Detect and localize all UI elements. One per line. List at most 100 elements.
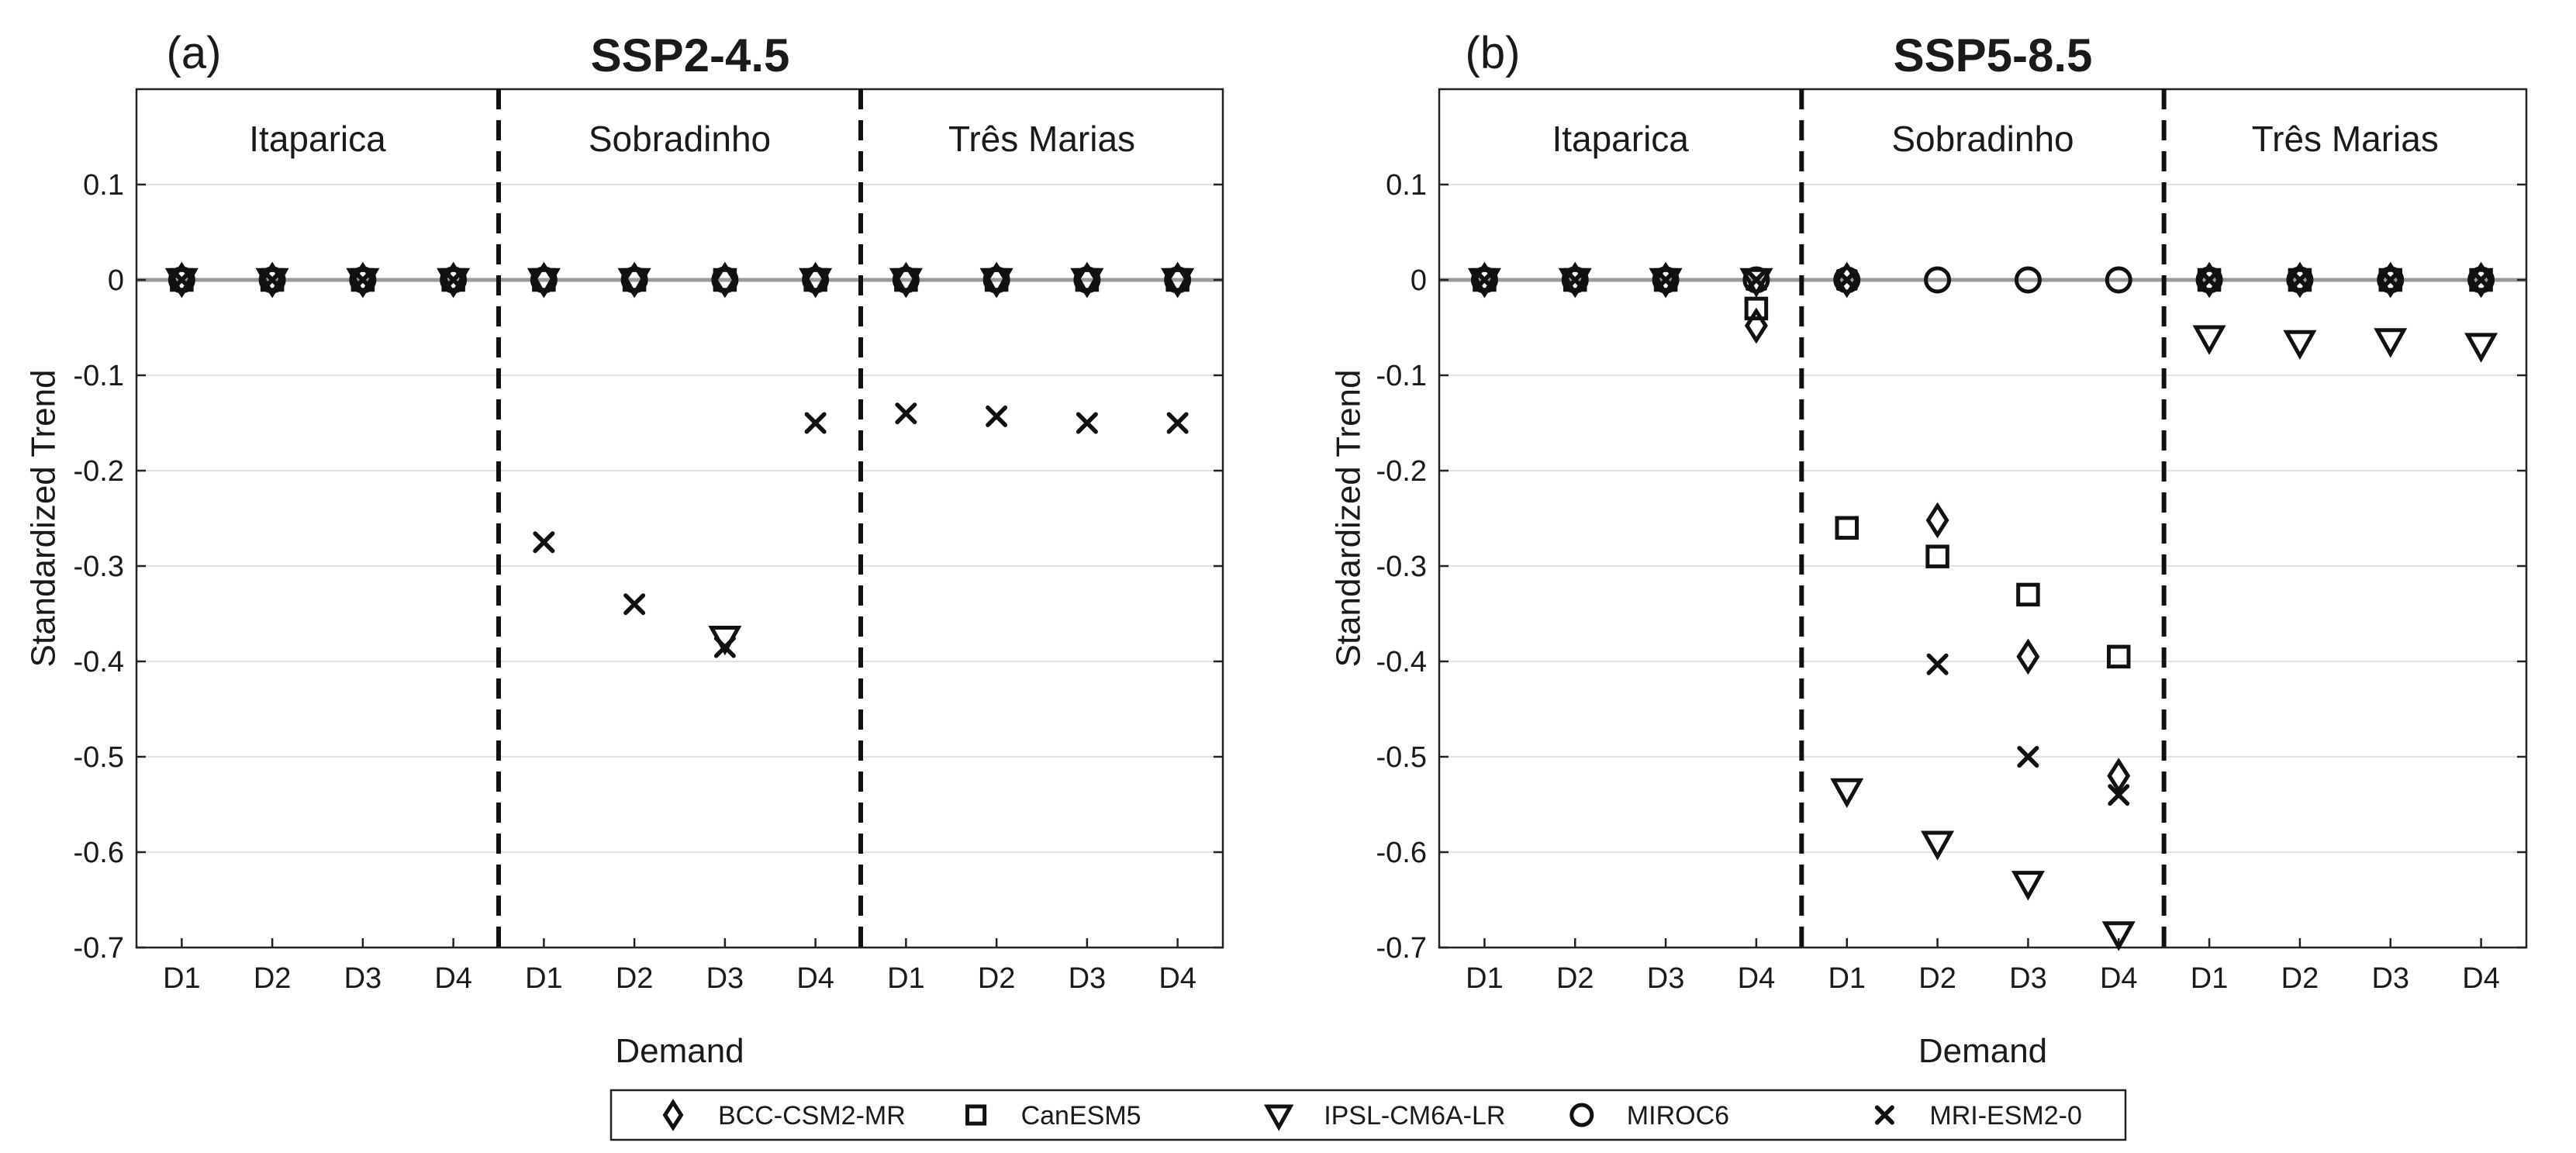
- x-tick-label: D1: [1466, 962, 1504, 995]
- data-point: [2467, 266, 2495, 294]
- series-miroc6: [167, 266, 1192, 294]
- x-tick-label: D4: [1159, 962, 1196, 995]
- y-tick-label: -0.4: [1376, 646, 1427, 678]
- x-tick-label: D2: [978, 962, 1016, 995]
- x-tick-label: D4: [1738, 962, 1776, 995]
- data-point: [2379, 269, 2402, 291]
- y-tick-label: -0.1: [1376, 360, 1427, 392]
- series-canesm5: [1473, 268, 2493, 669]
- series-ipsl-cm6a-lr: [164, 268, 1195, 656]
- data-point: [1470, 266, 1498, 294]
- data-point: [1164, 266, 1192, 294]
- data-point: [171, 269, 193, 291]
- data-point: [1924, 266, 1952, 294]
- x-tick-label: D4: [434, 962, 472, 995]
- data-point: [804, 412, 827, 434]
- legend-marker: [1874, 1105, 1894, 1125]
- series-mri-esm2-0: [1473, 269, 2492, 806]
- x-tick-label: D1: [525, 962, 563, 995]
- y-tick-label: 0.1: [1386, 169, 1427, 202]
- data-point: [258, 266, 286, 294]
- y-tick-label: 0: [1411, 264, 1427, 297]
- data-point: [895, 402, 917, 425]
- y-tick-label: -0.7: [1376, 932, 1427, 965]
- data-point: [349, 266, 377, 294]
- x-tick-label: D3: [344, 962, 382, 995]
- data-point: [2105, 266, 2132, 294]
- data-point: [1925, 544, 1949, 568]
- x-tick-label: D2: [254, 962, 292, 995]
- legend: BCC-CSM2-MR CanESM5 IPSL-CM6A-LR MIROC6 MRI-…: [609, 1089, 2127, 1141]
- x-tick-label: D4: [2462, 962, 2500, 995]
- data-point: [620, 266, 648, 294]
- y-tick-label: -0.7: [74, 932, 124, 965]
- region-label: Sobradinho: [1891, 119, 2074, 159]
- x-tick-label: D1: [2191, 962, 2229, 995]
- region-label: Três Marias: [2252, 119, 2439, 159]
- x-tick-label: D4: [2100, 962, 2138, 995]
- data-point: [2286, 266, 2314, 294]
- data-point: [167, 266, 195, 294]
- data-point: [1561, 266, 1589, 294]
- data-point: [1166, 412, 1189, 434]
- x-tick-label: D3: [1069, 962, 1107, 995]
- y-axis-label: Standardized Trend: [1329, 369, 1367, 667]
- legend-label: CanESM5: [1021, 1101, 1141, 1131]
- data-point: [2016, 582, 2040, 607]
- data-point: [2374, 328, 2408, 358]
- y-tick-label: -0.2: [74, 455, 124, 488]
- data-point: [261, 269, 284, 291]
- data-point: [892, 266, 920, 294]
- region-label: Sobradinho: [589, 119, 771, 159]
- panel-title: SSP2-4.5: [591, 29, 790, 81]
- plot-frame: [1438, 88, 2528, 949]
- series-ipsl-cm6a-lr: [1467, 268, 2498, 951]
- data-point: [2283, 330, 2317, 361]
- x-tick-label: D3: [1647, 962, 1685, 995]
- data-point: [1925, 502, 1949, 539]
- x-tick-label: D3: [706, 962, 744, 995]
- x-axis-label: Demand: [615, 1032, 744, 1070]
- x-tick-label: D2: [616, 962, 654, 995]
- data-point: [2107, 644, 2131, 669]
- x-tick-label: D3: [2009, 962, 2047, 995]
- data-point: [713, 636, 736, 658]
- data-point: [442, 269, 464, 291]
- legend-box: [609, 1089, 2127, 1141]
- data-point: [533, 531, 555, 554]
- data-point: [351, 269, 374, 291]
- data-point: [711, 266, 739, 294]
- y-tick-label: -0.5: [74, 741, 124, 774]
- data-point: [2108, 784, 2130, 806]
- data-point: [2464, 333, 2498, 363]
- y-tick-label: -0.3: [1376, 551, 1427, 583]
- legend-marker: [1569, 1103, 1594, 1127]
- region-label: Itaparica: [1552, 119, 1689, 159]
- data-point: [1652, 266, 1680, 294]
- data-point: [1926, 653, 1949, 675]
- panel-label: (b): [1466, 28, 1521, 78]
- data-point: [1744, 296, 1769, 321]
- region-label: Três Marias: [948, 119, 1135, 159]
- data-point: [986, 405, 1008, 427]
- x-tick-label: D1: [163, 962, 201, 995]
- y-tick-label: 0: [108, 264, 124, 297]
- x-tick-label: D2: [1556, 962, 1594, 995]
- data-point: [2192, 325, 2226, 355]
- data-point: [982, 266, 1010, 294]
- data-point: [2198, 269, 2221, 291]
- legend-marker: [662, 1099, 684, 1131]
- y-tick-label: -0.1: [74, 360, 124, 392]
- y-tick-label: -0.2: [1376, 455, 1427, 488]
- x-tick-label: D2: [1918, 962, 1956, 995]
- legend-label: IPSL-CM6A-LR: [1324, 1101, 1505, 1131]
- series-miroc6: [1470, 266, 2495, 294]
- data-point: [1564, 269, 1587, 291]
- data-point: [2017, 746, 2039, 768]
- panel-label: (a): [167, 28, 222, 78]
- data-point: [1655, 269, 1677, 291]
- panel-title: SSP5-8.5: [1894, 29, 2093, 81]
- data-point: [1835, 516, 1859, 540]
- series-mri-esm2-0: [171, 269, 1189, 658]
- data-point: [1830, 778, 1864, 809]
